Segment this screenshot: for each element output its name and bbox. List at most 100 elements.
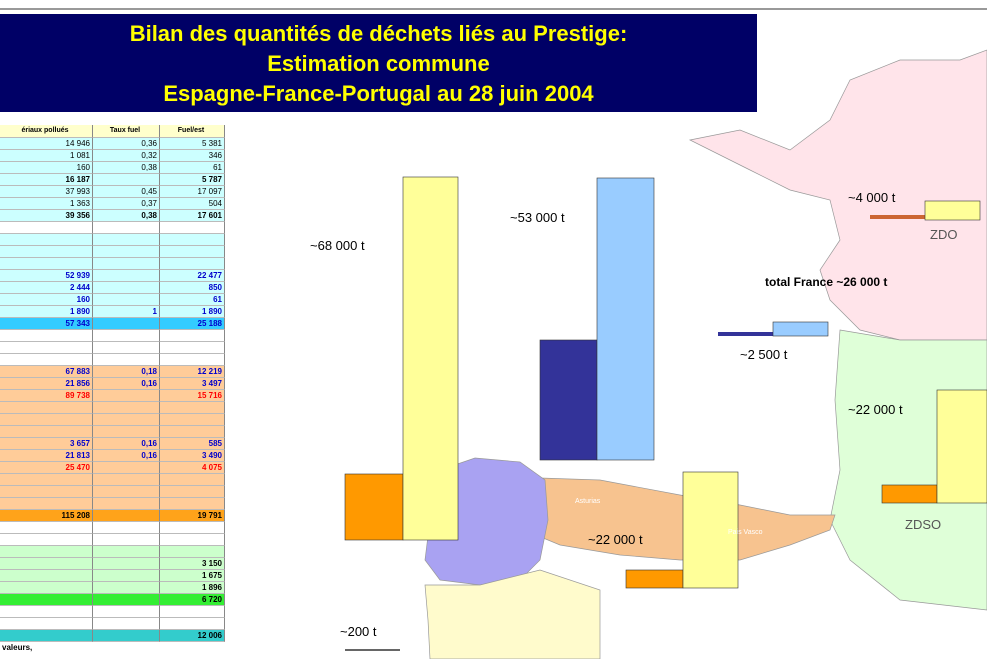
- table-cell: [160, 414, 225, 426]
- table-cell: 14 946: [0, 138, 93, 150]
- table-cell: [160, 354, 225, 366]
- map-label: ~4 000 t: [848, 190, 896, 205]
- region-label: Pais Vasco: [728, 529, 763, 536]
- table-cell: 0,16: [93, 450, 160, 462]
- table-cell: [93, 522, 160, 534]
- map-label: ~22 000 t: [588, 532, 643, 547]
- table-cell: [93, 498, 160, 510]
- table-row: 6 720: [0, 594, 225, 606]
- table-cell: [93, 318, 160, 330]
- table-cell: [0, 330, 93, 342]
- table-cell: [0, 594, 93, 606]
- table-row: [0, 246, 225, 258]
- table-cell: [0, 246, 93, 258]
- table-cell: 504: [160, 198, 225, 210]
- table-row: [0, 486, 225, 498]
- table-cell: 21 813: [0, 450, 93, 462]
- table-cell: [93, 234, 160, 246]
- table-cell: 0,16: [93, 378, 160, 390]
- table-cell: 0,38: [93, 162, 160, 174]
- table-header: ériaux pollués Taux fuel Fuel/est: [0, 125, 225, 138]
- map-label: ZDSO: [905, 517, 941, 532]
- bar: [936, 389, 987, 504]
- table-cell: [160, 258, 225, 270]
- title-line: Bilan des quantités de déchets liés au P…: [129, 21, 628, 46]
- title-box: Bilan des quantités de déchets liés au P…: [0, 14, 757, 112]
- table-cell: [160, 606, 225, 618]
- table-cell: [93, 594, 160, 606]
- bar: [772, 321, 829, 337]
- table-row: 3 150: [0, 558, 225, 570]
- table-row: [0, 522, 225, 534]
- table-cell: [0, 546, 93, 558]
- table-cell: [93, 282, 160, 294]
- table-row: 1 363 0,37 504: [0, 198, 225, 210]
- table-cell: 52 939: [0, 270, 93, 282]
- table-cell: [0, 630, 93, 642]
- table-cell: [0, 414, 93, 426]
- header-cell: Taux fuel: [93, 125, 160, 138]
- table-cell: 61: [160, 162, 225, 174]
- table-row: [0, 402, 225, 414]
- table-cell: [93, 486, 160, 498]
- table-cell: 1 675: [160, 570, 225, 582]
- table-cell: 12 006: [160, 630, 225, 642]
- table-row: [0, 354, 225, 366]
- header-cell: Fuel/est: [160, 125, 225, 138]
- table-row: 1 675: [0, 570, 225, 582]
- table-cell: 0,32: [93, 150, 160, 162]
- table-footer: valeurs,: [2, 643, 33, 652]
- table-row: 16 187 5 787: [0, 174, 225, 186]
- table-cell: 17 097: [160, 186, 225, 198]
- table-cell: 16 187: [0, 174, 93, 186]
- table-cell: [93, 630, 160, 642]
- table-cell: [160, 486, 225, 498]
- table-cell: [160, 426, 225, 438]
- table-cell: 850: [160, 282, 225, 294]
- bar: [596, 177, 655, 461]
- table-cell: 6 720: [160, 594, 225, 606]
- table-row: 25 470 4 075: [0, 462, 225, 474]
- table-cell: 89 738: [0, 390, 93, 402]
- table-row: [0, 234, 225, 246]
- table-cell: 1 896: [160, 582, 225, 594]
- table-cell: 5 381: [160, 138, 225, 150]
- table-cell: 4 075: [160, 462, 225, 474]
- table-cell: 0,18: [93, 366, 160, 378]
- table-cell: [160, 246, 225, 258]
- table-cell: [160, 474, 225, 486]
- table-cell: 585: [160, 438, 225, 450]
- bar: [344, 473, 404, 541]
- table-row: 21 856 0,16 3 497: [0, 378, 225, 390]
- table-cell: 19 791: [160, 510, 225, 522]
- table-cell: 1 363: [0, 198, 93, 210]
- table-row: 52 939 22 477: [0, 270, 225, 282]
- table-cell: 346: [160, 150, 225, 162]
- table-cell: 0,38: [93, 210, 160, 222]
- south-region: [424, 569, 601, 659]
- table-row: 1 081 0,32 346: [0, 150, 225, 162]
- table-cell: [93, 546, 160, 558]
- table-cell: 57 343: [0, 318, 93, 330]
- table-row: [0, 258, 225, 270]
- table-cell: 1 081: [0, 150, 93, 162]
- bar: [539, 339, 598, 461]
- table-cell: 3 657: [0, 438, 93, 450]
- table-cell: 0,45: [93, 186, 160, 198]
- table-cell: [0, 234, 93, 246]
- table-row: [0, 546, 225, 558]
- table-row: 67 883 0,18 12 219: [0, 366, 225, 378]
- map-label: ~22 000 t: [848, 402, 903, 417]
- table-cell: [0, 498, 93, 510]
- table-cell: [160, 546, 225, 558]
- table-cell: 67 883: [0, 366, 93, 378]
- table-cell: [160, 234, 225, 246]
- table-cell: 25 188: [160, 318, 225, 330]
- table-cell: 115 208: [0, 510, 93, 522]
- table: ériaux pollués Taux fuel Fuel/est 14 946 0,3…: [0, 125, 225, 654]
- table-cell: 5 787: [160, 174, 225, 186]
- table-cell: 0,36: [93, 138, 160, 150]
- table-cell: [0, 522, 93, 534]
